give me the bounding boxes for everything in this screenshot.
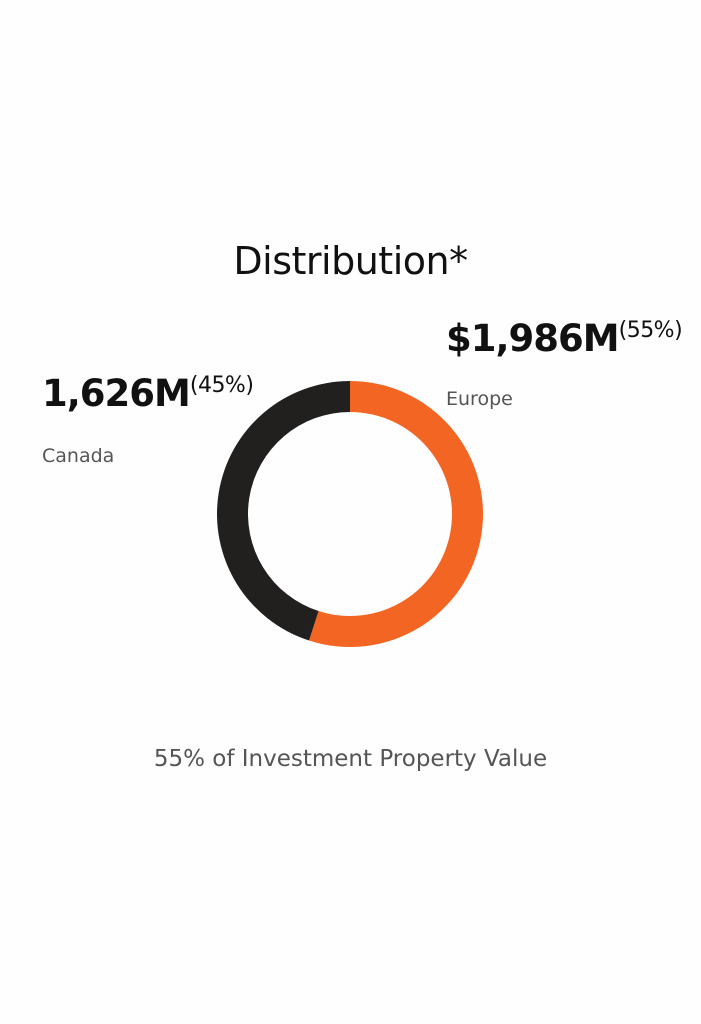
- europe-region-label: Europe: [446, 388, 513, 410]
- canada-region-label: Canada: [42, 445, 115, 467]
- canada-amount: 1,626M: [42, 372, 191, 415]
- canada-value-label: 1,626M(45%): [42, 372, 254, 415]
- footnote: 55% of Investment Property Value: [153, 746, 548, 772]
- chart-title: Distribution*: [233, 239, 468, 283]
- donut-slice-europe: [309, 381, 484, 647]
- europe-value-label: $1,986M(55%): [446, 317, 683, 360]
- donut-slice-canada: [217, 381, 350, 641]
- europe-percent: (55%): [618, 318, 683, 343]
- europe-amount: $1,986M: [446, 317, 620, 360]
- canada-percent: (45%): [189, 373, 254, 398]
